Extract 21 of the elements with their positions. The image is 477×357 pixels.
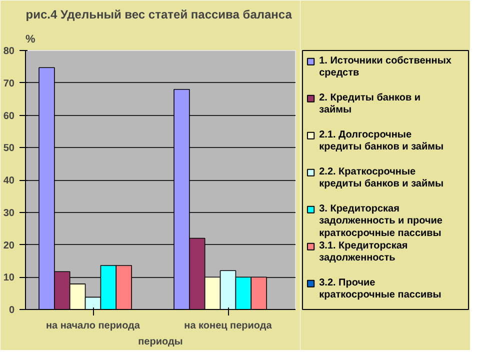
legend-label: 3. Кредиторская задолженность и прочие краткосрочные пассивы (319, 204, 443, 239)
x-axis-title: периоды (138, 336, 183, 348)
y-tick-label: 40 (3, 176, 15, 186)
y-tick-label: 80 (3, 46, 15, 57)
x-tick-label: на конец периода (184, 320, 272, 332)
y-tick-label: 60 (3, 110, 15, 122)
legend-label: 2.2. Краткосрочные кредиты банков и займы (319, 166, 444, 190)
chart-title: рис.4 Удельный вес статей пассива баланса (26, 8, 292, 22)
y-tick-label: 10 (3, 272, 15, 284)
y-axis-title: % (26, 34, 36, 46)
legend-label: 3.1. Кредиторская задолженность (319, 240, 408, 264)
legend-label: 1. Источники собственных средств (319, 56, 452, 79)
y-tick-label: 70 (3, 78, 15, 90)
legend-label: 2. Кредиты банков и займы (319, 92, 421, 116)
y-tick-label: 0 (8, 305, 15, 316)
x-tick-label: на начало периода (46, 320, 140, 332)
legend-label: 2.1. Долгосрочные кредиты банков и займы (319, 130, 444, 153)
y-tick-label: 30 (3, 208, 15, 219)
y-tick-label: 50 (3, 143, 15, 154)
y-tick-label: 20 (3, 240, 15, 252)
legend-label: 3.2. Прочие краткосрочные пассивы (319, 278, 442, 301)
